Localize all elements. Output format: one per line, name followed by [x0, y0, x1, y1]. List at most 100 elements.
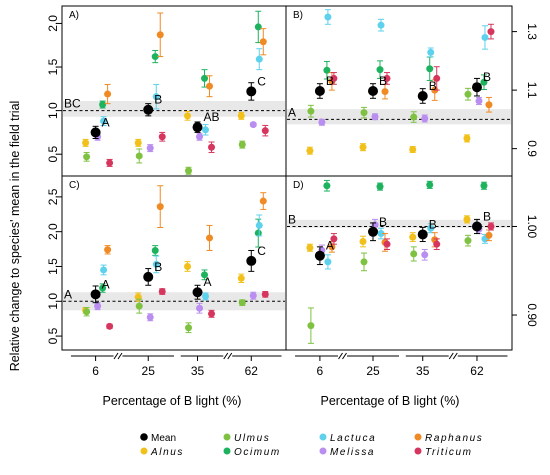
series-ulmus — [307, 234, 472, 344]
data-point — [208, 310, 216, 318]
group-label: C — [257, 244, 266, 258]
reference-band — [287, 109, 511, 125]
data-point — [254, 23, 262, 31]
data-point — [487, 28, 495, 36]
series-mean — [314, 77, 482, 104]
data-point — [409, 233, 417, 241]
legend-item-raphanus: Raphanus — [414, 433, 483, 444]
y-axis-title: Relative change to species' mean in the … — [8, 101, 22, 372]
legend-label: Raphanus — [425, 433, 483, 444]
data-point — [99, 284, 107, 292]
data-point — [383, 74, 391, 82]
data-point — [206, 234, 214, 242]
data-point — [90, 289, 101, 300]
legend-item-melissa: Melissa — [319, 447, 375, 458]
data-point — [152, 260, 160, 268]
data-point — [359, 238, 367, 246]
legend-item-mean: Mean — [140, 433, 176, 444]
data-point — [480, 78, 488, 86]
group-label: A — [64, 287, 72, 301]
data-point — [464, 90, 472, 98]
legend-label: Triticum — [425, 447, 473, 458]
data-point — [238, 141, 246, 149]
legend-item-lactuca: Lactuca — [319, 433, 376, 444]
data-point — [185, 167, 193, 175]
data-point — [307, 322, 315, 330]
group-label: B — [379, 74, 387, 88]
series-mean — [90, 82, 257, 140]
data-point — [471, 221, 482, 232]
data-point — [261, 290, 269, 298]
legend-label: Ulmus — [234, 433, 270, 444]
data-point — [426, 181, 434, 189]
series-melissa — [94, 291, 257, 322]
group-label: BC — [64, 97, 81, 111]
series-ocimum — [323, 179, 488, 192]
data-point — [463, 215, 471, 223]
series-triticum — [106, 288, 269, 330]
data-point — [237, 112, 245, 120]
data-point — [184, 262, 192, 270]
data-point — [135, 152, 143, 160]
data-point — [371, 113, 379, 121]
legend-item-ulmus: Ulmus — [223, 433, 270, 444]
data-point — [246, 86, 257, 97]
data-point — [463, 134, 471, 142]
data-point — [376, 183, 384, 191]
legend-label: Melissa — [330, 447, 375, 458]
series-lactuca — [324, 9, 489, 58]
group-label: A — [288, 105, 296, 119]
data-point — [94, 302, 102, 310]
data-point — [421, 115, 429, 123]
group-label: B — [326, 74, 334, 88]
axis-break — [227, 352, 233, 360]
data-point — [104, 90, 112, 98]
axis-break — [342, 352, 347, 360]
data-point — [475, 97, 483, 105]
data-point — [196, 133, 204, 141]
data-point — [249, 292, 257, 300]
group-label: AB — [204, 110, 220, 124]
data-point — [368, 226, 379, 237]
data-point — [100, 266, 108, 274]
y-tick-label: 1.0 — [46, 293, 60, 310]
x-tick-label: 35 — [191, 364, 205, 378]
x-tick-label: 25 — [142, 364, 156, 378]
panel-label: A) — [69, 10, 79, 21]
data-point — [90, 127, 101, 138]
data-point — [417, 229, 428, 240]
panel-label: C) — [69, 180, 80, 191]
y-tick-label: 2.0 — [46, 223, 60, 240]
y-tick-label: 0.5 — [46, 327, 60, 344]
data-point — [238, 299, 246, 307]
data-point — [318, 118, 326, 126]
group-label: B — [288, 212, 296, 226]
series-alnus — [82, 110, 245, 147]
data-point — [135, 302, 143, 310]
legend-marker — [319, 433, 327, 441]
data-point — [410, 250, 418, 258]
data-point — [261, 127, 269, 135]
series-melissa — [94, 121, 257, 153]
y-tick-label: 0.5 — [46, 146, 60, 163]
data-point — [255, 55, 263, 63]
legend-label: Lactuca — [330, 433, 376, 444]
panel-2: 0.9 1.1 1.3 A B B B B B) — [287, 9, 539, 157]
x-axis-title-right: Percentage of B light (%) — [321, 394, 460, 408]
data-point — [328, 243, 336, 251]
data-point — [330, 235, 338, 243]
series-lactuca — [100, 214, 263, 301]
data-point — [410, 113, 418, 121]
data-point — [82, 139, 90, 147]
legend-label: Alnus — [150, 447, 184, 458]
group-label: A — [204, 275, 212, 289]
data-point — [324, 258, 332, 266]
data-point — [156, 203, 164, 211]
series-ocimum — [323, 56, 488, 91]
x-axis-title-left: Percentage of B light (%) — [103, 394, 242, 408]
group-label: A — [326, 239, 334, 253]
data-point — [134, 139, 142, 147]
axis-break — [338, 352, 343, 360]
group-label: B — [483, 209, 491, 223]
